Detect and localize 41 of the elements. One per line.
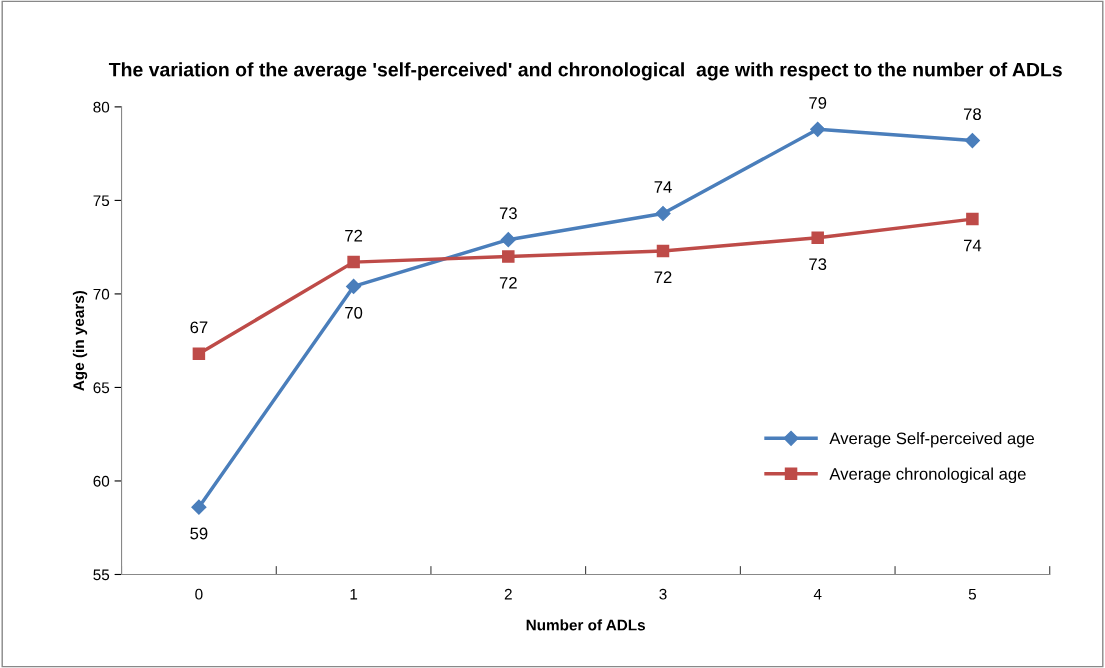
point [191,499,207,515]
point [500,232,516,248]
data-label: 67 [190,321,208,334]
x-tick-label: 2 [504,588,512,600]
y-tick-label: 70 [93,288,110,300]
data-label: 59 [190,527,208,540]
y-tick-label: 65 [93,382,110,394]
y-axis-title: Age (in years) [72,290,88,391]
data-label: 78 [963,108,981,121]
x-axis-title: Number of ADLs [526,619,645,631]
legend-label: Average Self-perceived age [829,432,1035,448]
chart-title: The variation of the average 'self-perceived' and chronological age with respect to the number of ADLs [108,62,1062,81]
point [656,244,670,258]
x-tick-label: 5 [968,588,977,600]
data-label: 79 [809,97,827,109]
x-tick-label: 4 [813,588,822,600]
y-tick-label: 75 [93,195,110,207]
data-label: 70 [345,306,363,319]
data-label: 72 [654,271,672,283]
data-label: 74 [654,181,672,193]
y-tick-label: 60 [93,475,110,487]
y-tick-label: 80 [93,101,110,113]
data-label: 72 [345,229,363,242]
point [810,121,826,137]
point [964,132,980,149]
x-tick-label: 1 [350,588,358,600]
point [966,212,979,226]
point [347,255,360,269]
point [502,250,515,263]
point [811,231,824,245]
x-tick-label: 3 [659,588,667,600]
x-tick-label: 0 [195,588,203,600]
data-label: 73 [809,258,827,271]
data-label: 74 [963,239,982,252]
legend-label: Average chronological age [829,467,1026,484]
point [192,347,206,361]
point [346,278,362,295]
point [655,205,671,222]
data-label: 73 [499,207,517,220]
data-label: 72 [499,276,517,289]
y-tick-label: 55 [93,569,110,581]
